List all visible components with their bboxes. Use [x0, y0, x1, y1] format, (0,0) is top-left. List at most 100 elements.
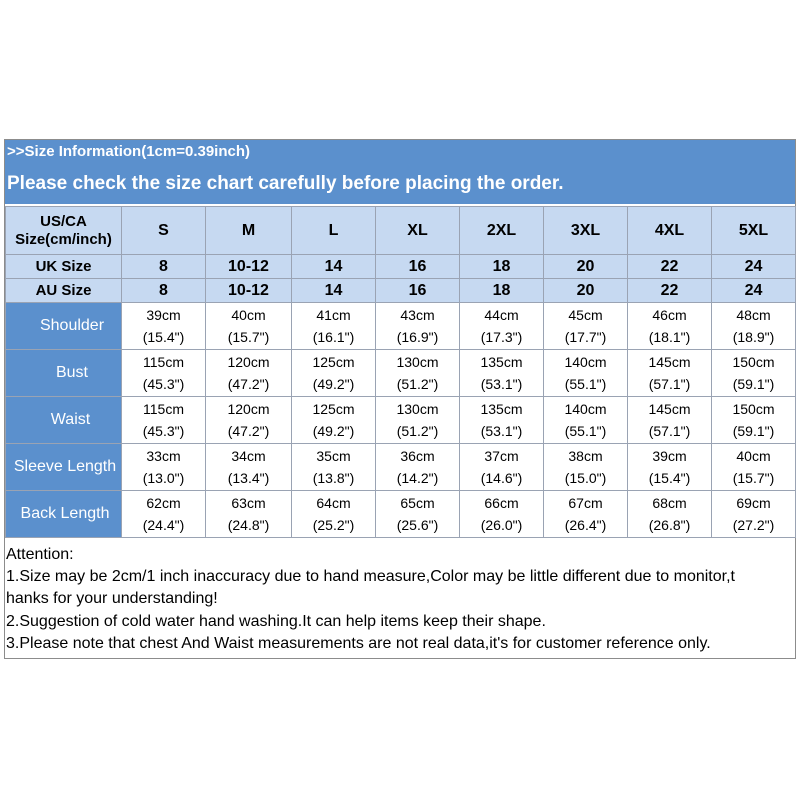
inch-value: (26.0") [480, 517, 523, 533]
inch-value: (26.4") [564, 517, 607, 533]
uk-size-cell: 16 [375, 254, 460, 279]
cm-value: 40cm [231, 307, 266, 323]
au-size-cell: 10-12 [205, 278, 292, 303]
inch-value: (55.1") [564, 423, 607, 439]
inch-value: (18.1") [648, 329, 691, 345]
note-1a: 1.Size may be 2cm/1 inch inaccuracy due … [6, 568, 735, 586]
bust-cell: 135cm (53.1") [459, 349, 544, 397]
cm-value: 140cm [564, 401, 607, 417]
size-2xl: 2XL [459, 206, 544, 255]
inch-value: (45.3") [142, 423, 185, 439]
cm-value: 150cm [732, 354, 775, 370]
uk-size-label: UK Size [5, 254, 122, 279]
bust-cell: 115cm (45.3") [121, 349, 206, 397]
au-size-cell: 22 [627, 278, 712, 303]
inch-value: (13.4") [227, 470, 270, 486]
inch-value: (27.2") [732, 517, 775, 533]
cm-value: 69cm [736, 495, 771, 511]
back-length-cell: 65cm (25.6") [375, 490, 460, 538]
waist-row: Waist 115cm (45.3") 120cm (47.2") 125cm (49.2"… [5, 396, 796, 444]
au-size-label: AU Size [5, 278, 122, 303]
inch-value: (57.1") [648, 376, 691, 392]
cm-value: 37cm [484, 448, 519, 464]
cm-value: 145cm [648, 401, 691, 417]
shoulder-cell: 45cm (17.7") [543, 302, 628, 350]
back-length-cell: 69cm (27.2") [711, 490, 796, 538]
bust-cell: 130cm (51.2") [375, 349, 460, 397]
cm-value: 130cm [396, 354, 439, 370]
inch-value: (17.7") [564, 329, 607, 345]
back-length-cell: 64cm (25.2") [291, 490, 376, 538]
inch-value: (57.1") [648, 423, 691, 439]
inch-value: (47.2") [227, 376, 270, 392]
inch-value: (14.2") [396, 470, 439, 486]
cm-value: 65cm [400, 495, 435, 511]
cm-value: 48cm [736, 307, 771, 323]
sleeve-length-label: Sleeve Length [5, 443, 122, 491]
note-2: 2.Suggestion of cold water hand washing.… [6, 612, 546, 630]
au-size-row: AU Size 8 10-12 14 16 18 20 22 24 [5, 278, 796, 303]
cm-value: 44cm [484, 307, 519, 323]
size-m: M [205, 206, 292, 255]
shoulder-cell: 39cm (15.4") [121, 302, 206, 350]
waist-cell: 135cm (53.1") [459, 396, 544, 444]
inch-value: (25.6") [396, 517, 439, 533]
au-size-cell: 18 [459, 278, 544, 303]
cm-value: 43cm [400, 307, 435, 323]
inch-value: (51.2") [396, 423, 439, 439]
inch-value: (24.4") [142, 517, 185, 533]
back-length-cell: 68cm (26.8") [627, 490, 712, 538]
cm-value: 39cm [652, 448, 687, 464]
waist-cell: 120cm (47.2") [205, 396, 292, 444]
uk-size-cell: 24 [711, 254, 796, 279]
cm-value: 64cm [316, 495, 351, 511]
inch-value: (51.2") [396, 376, 439, 392]
back-length-cell: 67cm (26.4") [543, 490, 628, 538]
size-info-banner: >>Size Information(1cm=0.39inch) [5, 140, 795, 164]
inch-value: (45.3") [142, 376, 185, 392]
cm-value: 68cm [652, 495, 687, 511]
au-size-cell: 20 [543, 278, 628, 303]
uk-size-row: UK Size 8 10-12 14 16 18 20 22 24 [5, 254, 796, 279]
cm-value: 135cm [480, 354, 523, 370]
size-table: US/CA Size(cm/inch) S M L XL 2XL 3XL 4XL… [5, 206, 796, 538]
inch-value: (49.2") [312, 376, 355, 392]
uk-size-cell: 18 [459, 254, 544, 279]
au-size-cell: 8 [121, 278, 206, 303]
shoulder-cell: 46cm (18.1") [627, 302, 712, 350]
cm-value: 67cm [568, 495, 603, 511]
cm-value: 120cm [227, 354, 270, 370]
shoulder-cell: 48cm (18.9") [711, 302, 796, 350]
sleeve-length-cell: 33cm (13.0") [121, 443, 206, 491]
size-l: L [291, 206, 376, 255]
shoulder-cell: 43cm (16.9") [375, 302, 460, 350]
check-size-banner: Please check the size chart carefully be… [5, 164, 795, 204]
cm-value: 125cm [312, 354, 355, 370]
uk-size-cell: 14 [291, 254, 376, 279]
shoulder-cell: 40cm (15.7") [205, 302, 292, 350]
cm-value: 38cm [568, 448, 603, 464]
size-xl: XL [375, 206, 460, 255]
inch-value: (14.6") [480, 470, 523, 486]
cm-value: 39cm [146, 307, 181, 323]
sleeve-length-cell: 39cm (15.4") [627, 443, 712, 491]
shoulder-row: Shoulder 39cm (15.4") 40cm (15.7") 41cm (16.1"… [5, 302, 796, 350]
cm-value: 40cm [736, 448, 771, 464]
bust-cell: 150cm (59.1") [711, 349, 796, 397]
cm-value: 33cm [146, 448, 181, 464]
cm-value: 130cm [396, 401, 439, 417]
attention-notes: Attention: 1.Size may be 2cm/1 inch inac… [5, 544, 796, 655]
bust-cell: 145cm (57.1") [627, 349, 712, 397]
inch-value: (13.8") [312, 470, 355, 486]
inch-value: (15.4") [142, 329, 185, 345]
uk-size-cell: 10-12 [205, 254, 292, 279]
inch-value: (49.2") [312, 423, 355, 439]
uk-size-cell: 22 [627, 254, 712, 279]
size-header-row: US/CA Size(cm/inch) S M L XL 2XL 3XL 4XL… [5, 206, 796, 255]
cm-value: 35cm [316, 448, 351, 464]
inch-value: (24.8") [227, 517, 270, 533]
cm-value: 41cm [316, 307, 351, 323]
back-length-row: Back Length 62cm (24.4") 63cm (24.8") 64cm (25… [5, 490, 796, 538]
sleeve-length-row: Sleeve Length 33cm (13.0") 34cm (13.4") 35cm (… [5, 443, 796, 491]
waist-cell: 125cm (49.2") [291, 396, 376, 444]
